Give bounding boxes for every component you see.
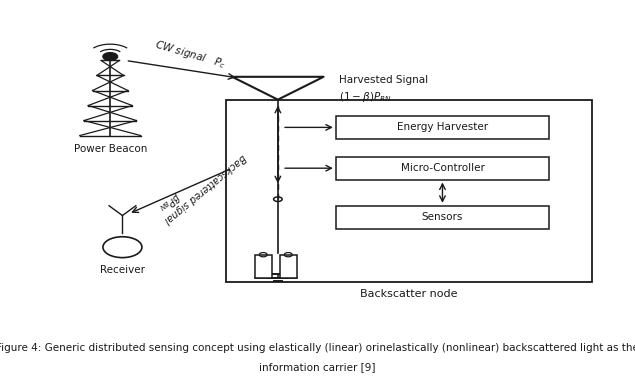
Text: Power Beacon: Power Beacon	[74, 144, 147, 154]
Text: Receiver: Receiver	[100, 265, 145, 275]
Text: $(1-\beta)P_{RN}$: $(1-\beta)P_{RN}$	[339, 90, 391, 104]
Text: information carrier [9]: information carrier [9]	[259, 362, 376, 372]
Text: Figure 4: Generic distributed sensing concept using elastically (linear) orinela: Figure 4: Generic distributed sensing co…	[0, 343, 635, 353]
Bar	[336, 206, 549, 228]
Text: Energy Harvester: Energy Harvester	[397, 122, 488, 132]
Text: CW signal   $P_c$: CW signal $P_c$	[152, 37, 227, 71]
Bar	[279, 255, 297, 278]
Bar	[336, 116, 549, 139]
Text: Micro-Controller: Micro-Controller	[401, 163, 485, 173]
Text: Backscattered signal: Backscattered signal	[162, 152, 248, 225]
Text: Backscatter node: Backscatter node	[360, 289, 458, 299]
Bar	[255, 255, 272, 278]
Bar	[226, 99, 592, 283]
Text: Harvested Signal: Harvested Signal	[339, 75, 428, 85]
Bar	[336, 157, 549, 180]
Circle shape	[103, 53, 117, 61]
Text: $\beta P_{BN}$: $\beta P_{BN}$	[156, 189, 184, 215]
Text: Sensors: Sensors	[422, 212, 463, 222]
